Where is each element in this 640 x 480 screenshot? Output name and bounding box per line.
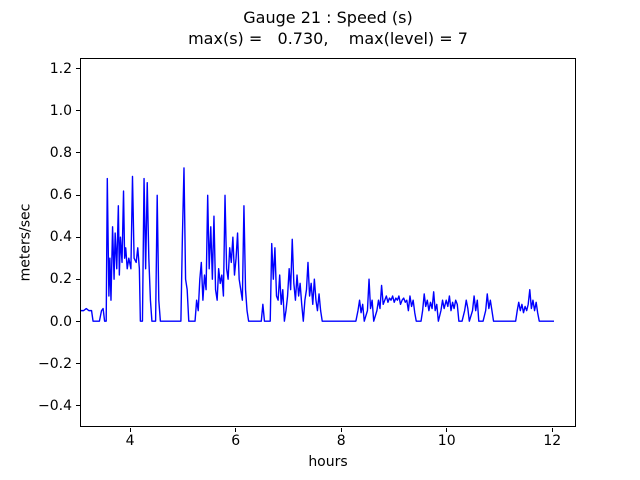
y-tick-label: 1.2 bbox=[49, 60, 72, 77]
y-tick-mark bbox=[76, 152, 80, 154]
x-tick-mark bbox=[446, 428, 448, 432]
x-tick-label: 4 bbox=[125, 433, 135, 449]
x-tick-label: 8 bbox=[336, 433, 346, 449]
chart-title: Gauge 21 : Speed (s) bbox=[243, 8, 413, 27]
y-tick-mark bbox=[76, 110, 80, 112]
x-tick-label: 6 bbox=[231, 433, 241, 449]
x-tick-mark bbox=[235, 428, 237, 432]
y-tick-label: 0.2 bbox=[49, 271, 72, 288]
y-tick-label: −0.2 bbox=[38, 355, 72, 372]
y-tick-label: 1.0 bbox=[49, 102, 72, 119]
plot-area bbox=[80, 58, 576, 427]
y-tick-mark bbox=[76, 321, 80, 323]
chart-subtitle: max(s) = 0.730, max(level) = 7 bbox=[188, 29, 468, 48]
y-tick-label: 0.6 bbox=[49, 187, 72, 204]
speed-line-series bbox=[81, 167, 554, 322]
y-tick-label: 0.8 bbox=[49, 144, 72, 161]
y-tick-mark bbox=[76, 363, 80, 365]
x-tick-mark bbox=[129, 428, 131, 432]
x-tick-mark bbox=[340, 428, 342, 432]
y-tick-mark bbox=[76, 405, 80, 407]
y-tick-mark bbox=[76, 236, 80, 238]
x-axis-label: hours bbox=[308, 454, 348, 470]
y-tick-mark bbox=[76, 278, 80, 280]
y-tick-mark bbox=[76, 68, 80, 70]
x-tick-label: 10 bbox=[437, 433, 456, 449]
y-tick-mark bbox=[76, 194, 80, 196]
y-tick-label: 0.4 bbox=[49, 229, 72, 246]
x-tick-mark bbox=[551, 428, 553, 432]
y-tick-label: −0.4 bbox=[38, 397, 72, 414]
y-tick-label: 0.0 bbox=[49, 313, 72, 330]
x-tick-label: 12 bbox=[543, 433, 562, 449]
